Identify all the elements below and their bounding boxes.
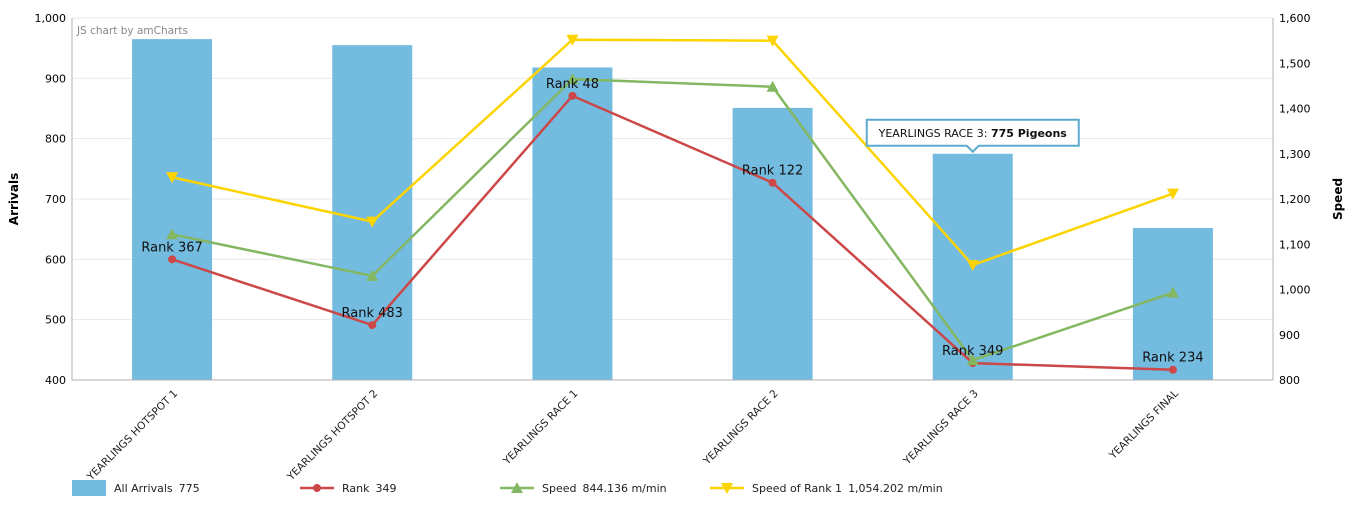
y-right-tick-label: 1,500 [1279, 57, 1311, 70]
data-point[interactable] [1168, 365, 1177, 374]
y-right-tick-label: 1,200 [1279, 193, 1311, 206]
data-point[interactable] [166, 228, 179, 240]
bar[interactable] [732, 107, 813, 380]
data-label: Rank 483 [342, 306, 403, 321]
data-label: Rank 122 [742, 164, 803, 179]
legend-swatch [72, 480, 106, 496]
grid [72, 17, 1273, 381]
y-right-tick-label: 1,600 [1279, 12, 1311, 25]
rank-labels: Rank 367 Rank 483 Rank 48 Rank 122 Rank 349 R… [141, 77, 1203, 366]
tooltip-text: YEARLINGS RACE 3: 775 Pigeons [878, 127, 1068, 140]
legend-item[interactable]: Speed of Rank 1 1,054.202 m/min [710, 482, 943, 495]
bar[interactable] [332, 45, 413, 381]
y-right-tick-label: 1,400 [1279, 103, 1311, 116]
series-rank[interactable] [168, 91, 1177, 374]
legend-marker [511, 482, 523, 493]
tooltip: YEARLINGS RACE 3: 775 Pigeons [865, 118, 1080, 154]
data-label: Rank 234 [1142, 351, 1203, 366]
right-tick-labels: 800 900 1,000 1,100 1,200 1,300 1,400 1,500 1,60… [1279, 12, 1311, 387]
data-point[interactable] [766, 35, 779, 47]
legend-item[interactable]: All Arrivals 775 [72, 480, 200, 496]
chart-credit[interactable]: JS chart by amCharts [76, 25, 188, 37]
y-tick-label: 500 [45, 314, 66, 327]
data-point[interactable] [168, 255, 177, 264]
bar-series[interactable] [132, 39, 1213, 381]
series-speed[interactable] [166, 73, 1179, 366]
legend-label: Rank 349 [342, 482, 396, 495]
x-tick-label: YEARLINGS RACE 1 [500, 388, 580, 468]
tooltip-value: 775 Pigeons [991, 127, 1067, 140]
x-tick-label: YEARLINGS HOTSPOT 2 [284, 388, 380, 484]
data-point[interactable] [966, 354, 979, 366]
x-tick-label: YEARLINGS HOTSPOT 1 [84, 388, 180, 484]
data-point[interactable] [766, 80, 779, 92]
legend-name: Speed of Rank 1 [752, 482, 842, 495]
legend-item[interactable]: Speed 844.136 m/min [500, 482, 667, 495]
data-point[interactable] [1166, 188, 1179, 200]
data-point[interactable] [566, 73, 579, 85]
data-point[interactable] [568, 91, 577, 100]
y-right-tick-label: 900 [1279, 329, 1300, 342]
y-tick-label: 700 [45, 193, 66, 206]
y-right-tick-label: 1,100 [1279, 238, 1311, 251]
legend-marker [721, 483, 733, 494]
series-line[interactable] [171, 77, 1174, 362]
axes [71, 18, 1274, 381]
bar[interactable] [1132, 227, 1213, 380]
legend-value: 775 [179, 482, 200, 495]
legend[interactable]: All Arrivals 775 Rank 349 Speed 844.136 m/min… [72, 480, 943, 496]
y-tick-label: 900 [45, 72, 66, 85]
data-label: Rank 349 [942, 344, 1003, 359]
bar[interactable] [132, 39, 213, 380]
data-point[interactable] [366, 269, 379, 281]
y-tick-label: 400 [45, 374, 66, 387]
y-right-tick-label: 1,000 [1279, 284, 1311, 297]
left-tick-labels: 400 500 600 700 800 900 1,000 [35, 12, 67, 387]
legend-name: All Arrivals [114, 482, 173, 495]
series-speed-of-rank-1[interactable] [166, 34, 1179, 272]
legend-name: Rank [342, 482, 370, 495]
legend-marker [313, 484, 321, 492]
x-tick-label: YEARLINGS RACE 2 [701, 388, 781, 468]
y-tick-label: 600 [45, 253, 66, 266]
y-tick-label: 1,000 [35, 12, 67, 25]
tooltip-box [865, 118, 1080, 154]
y-axis-right-title: Speed [1331, 178, 1345, 220]
data-point[interactable] [566, 34, 579, 46]
legend-item[interactable]: Rank 349 [300, 482, 396, 495]
data-point[interactable] [1166, 286, 1179, 298]
legend-label: Speed 844.136 m/min [542, 482, 667, 495]
data-point[interactable] [768, 178, 777, 187]
data-point[interactable] [966, 260, 979, 272]
data-point[interactable] [166, 172, 179, 184]
category-tick-labels: YEARLINGS HOTSPOT 1 YEARLINGS HOTSPOT 2 YE… [84, 388, 1181, 484]
x-tick-label: YEARLINGS FINAL [1106, 388, 1181, 463]
data-label: Rank 367 [141, 240, 202, 255]
legend-value: 1,054.202 m/min [848, 482, 943, 495]
y-right-tick-label: 800 [1279, 374, 1300, 387]
tooltip-label: YEARLINGS RACE 3: [878, 127, 991, 140]
data-point[interactable] [368, 321, 377, 330]
y-axis-title: Arrivals [7, 173, 21, 225]
data-point[interactable] [366, 216, 379, 228]
series-line[interactable] [171, 38, 1174, 267]
series-line[interactable] [171, 94, 1173, 371]
bar[interactable] [532, 67, 613, 381]
legend-name: Speed [542, 482, 576, 495]
x-tick-label: YEARLINGS RACE 3 [901, 388, 981, 468]
data-label: Rank 48 [546, 77, 599, 92]
legend-value: 349 [375, 482, 396, 495]
legend-label: All Arrivals 775 [114, 482, 200, 495]
y-right-tick-label: 1,300 [1279, 148, 1311, 161]
legend-value: 844.136 m/min [582, 482, 666, 495]
y-tick-label: 800 [45, 133, 66, 146]
line-series[interactable] [166, 34, 1179, 374]
legend-label: Speed of Rank 1 1,054.202 m/min [752, 482, 943, 495]
